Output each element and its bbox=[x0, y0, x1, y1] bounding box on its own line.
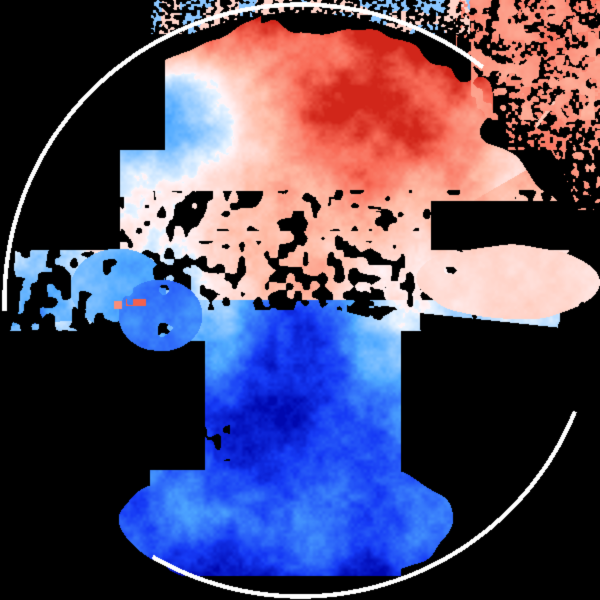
radar-display[interactable]: Base Velocity Velocity (kt) Max Unambigu… bbox=[0, 0, 600, 600]
radar-velocity-canvas[interactable] bbox=[0, 0, 600, 600]
